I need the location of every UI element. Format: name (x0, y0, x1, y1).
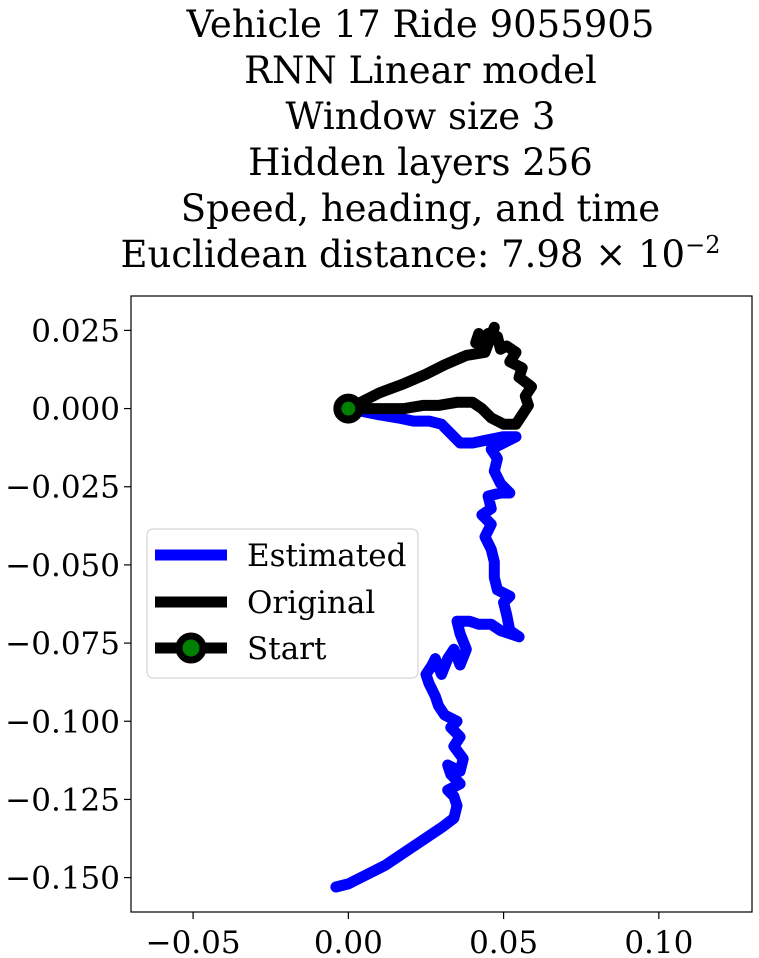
title-metric-times: × (595, 233, 627, 276)
legend-frame (146, 528, 419, 679)
legend: Estimated Original Start (146, 528, 419, 679)
x-tick-label: 0.00 (314, 925, 383, 958)
y-tick-label: −0.025 (5, 470, 120, 506)
series-line-original (342, 321, 537, 430)
title-line: RNN Linear model (244, 49, 597, 92)
title-metric-prefix: Euclidean distance: 7.98 (120, 233, 584, 276)
chart-title: Vehicle 17 Ride 9055905 RNN Linear model… (0, 2, 759, 278)
axes-frame (130, 295, 753, 913)
y-tick-label: −0.050 (5, 548, 120, 584)
series-layer (330, 321, 537, 893)
title-line: Hidden layers 256 (248, 141, 593, 184)
title-metric-line: Euclidean distance: 7.98 × 10−2 (82, 232, 759, 278)
title-line: Speed, heading, and time (180, 187, 661, 230)
title-metric-exponent: −2 (685, 231, 721, 259)
legend-label-original: Original (247, 585, 375, 621)
x-tick-label: −0.05 (146, 925, 241, 958)
series-line-estimated (330, 403, 525, 893)
title-line: Vehicle 17 Ride 9055905 (186, 3, 655, 46)
x-tick-label: 0.10 (624, 925, 693, 958)
legend-label-start: Start (247, 631, 327, 667)
y-tick-label: −0.100 (5, 704, 120, 740)
y-tick-label: −0.075 (5, 626, 120, 662)
x-axis: −0.05 0.00 0.05 0.10 (146, 912, 693, 958)
y-tick-label: −0.125 (5, 782, 120, 818)
title-line: Window size 3 (285, 95, 556, 138)
legend-label-estimated: Estimated (247, 538, 406, 574)
title-metric-base: 10 (638, 233, 686, 276)
y-tick-label: 0.000 (31, 392, 120, 428)
y-tick-label: −0.150 (5, 861, 120, 897)
legend-swatch-start-marker (175, 632, 207, 664)
y-tick-label: 0.025 (31, 313, 120, 349)
start-layer (333, 393, 364, 424)
x-tick-label: 0.05 (469, 925, 538, 958)
start-marker (333, 393, 364, 424)
y-axis: 0.025 0.000 −0.025 −0.050 −0.075 −0.100 −0.125… (5, 313, 131, 897)
